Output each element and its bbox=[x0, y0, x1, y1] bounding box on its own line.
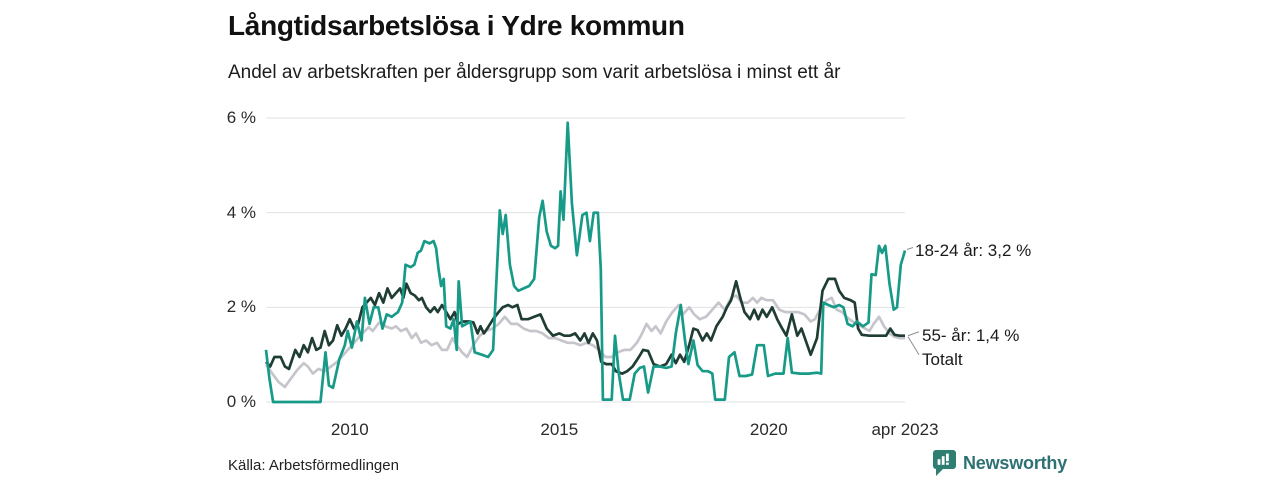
x-axis-tick-2015: 2015 bbox=[540, 420, 579, 439]
series-label-18-24: 18-24 år: 3,2 % bbox=[915, 240, 1032, 260]
x-axis-tick-apr-2023: apr 2023 bbox=[871, 420, 939, 439]
source-note: Källa: Arbetsförmedlingen bbox=[228, 457, 399, 474]
y-axis-tick-0: 0 % bbox=[226, 392, 256, 411]
series-label-55: 55- år: 1,4 % bbox=[922, 325, 1020, 345]
newsworthy-logo-icon bbox=[933, 450, 956, 477]
page-subtitle: Andel av arbetskraften per åldersgrupp s… bbox=[228, 62, 841, 83]
leader-line-18-24 bbox=[906, 247, 914, 251]
x-axis-tick-2010: 2010 bbox=[330, 420, 369, 439]
y-axis-tick-6: 6 % bbox=[226, 108, 256, 127]
newsworthy-brand: Newsworthy bbox=[933, 450, 1067, 477]
series-line-18-24år bbox=[264, 121, 907, 404]
leader-line-55 bbox=[907, 331, 920, 337]
y-axis-tick-2: 2 % bbox=[226, 297, 256, 317]
leader-line-totalt bbox=[907, 336, 920, 355]
series-label-totalt: Totalt bbox=[922, 349, 963, 369]
page-title: Långtidsarbetslösa i Ydre kommun bbox=[228, 10, 685, 41]
series-line-Totalt bbox=[264, 294, 905, 389]
y-axis-tick-4: 4 % bbox=[226, 202, 256, 222]
x-axis-tick-2020: 2020 bbox=[749, 420, 788, 439]
newsworthy-brand-name: Newsworthy bbox=[963, 453, 1068, 473]
